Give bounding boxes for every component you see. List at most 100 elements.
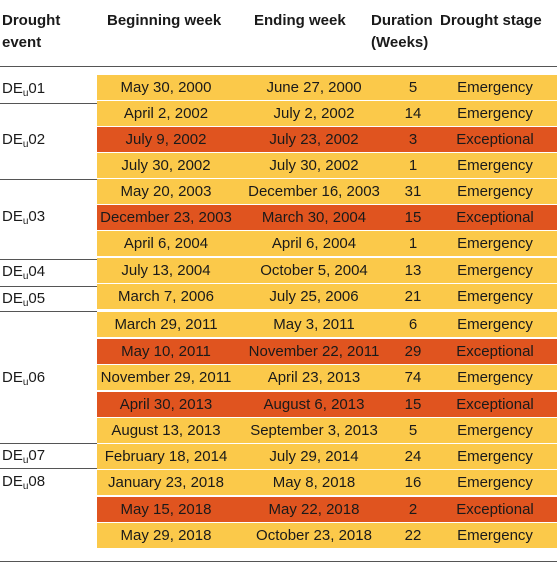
duration-cell: 5 [408, 79, 418, 96]
event-label-de03: DEu03 [2, 208, 46, 227]
beginning-week-cell: May 15, 2018 [120, 501, 212, 518]
beginning-week-cell: November 29, 2011 [100, 369, 232, 386]
beginning-week-cell: February 18, 2014 [104, 448, 228, 465]
table-row: July 13, 2004 October 5, 2004 13 Emergen… [97, 258, 557, 283]
beginning-week-cell: May 29, 2018 [120, 527, 212, 544]
ending-week-cell: November 22, 2011 [248, 343, 380, 360]
drought-stage-cell: Emergency [457, 288, 533, 305]
duration-cell: 3 [408, 131, 418, 148]
beginning-week-cell: December 23, 2003 [100, 209, 232, 226]
ending-week-cell: July 29, 2014 [269, 448, 359, 465]
event-label-de02: DEu02 [2, 131, 46, 150]
ending-week-cell: July 25, 2006 [269, 288, 359, 305]
ending-week-cell: October 23, 2018 [256, 527, 372, 544]
duration-cell: 24 [404, 448, 422, 465]
table-row: March 29, 2011 May 3, 2011 6 Emergency [97, 312, 557, 337]
table-row: July 30, 2002 July 30, 2002 1 Emergency [97, 153, 557, 178]
drought-stage-cell: Exceptional [456, 209, 534, 226]
ending-week-cell: June 27, 2000 [266, 79, 362, 96]
ending-week-cell: October 5, 2004 [260, 262, 368, 279]
event-label-de01: DEu01 [2, 80, 46, 99]
table-row: April 2, 2002 July 2, 2002 14 Emergency [97, 101, 557, 126]
header-event-line2: event [2, 34, 42, 51]
ending-week-cell: December 16, 2003 [248, 183, 380, 200]
ending-week-cell: August 6, 2013 [263, 396, 365, 413]
drought-stage-cell: Emergency [457, 474, 533, 491]
ending-week-cell: May 8, 2018 [272, 474, 356, 491]
ending-week-cell: May 22, 2018 [268, 501, 360, 518]
duration-cell: 16 [404, 474, 422, 491]
duration-cell: 13 [404, 262, 422, 279]
ending-week-cell: July 23, 2002 [269, 131, 359, 148]
drought-stage-cell: Exceptional [456, 343, 534, 360]
duration-cell: 29 [404, 343, 422, 360]
beginning-week-cell: April 30, 2013 [119, 396, 213, 413]
duration-cell: 1 [408, 235, 418, 252]
beginning-week-cell: July 30, 2002 [121, 157, 211, 174]
duration-cell: 6 [408, 316, 418, 333]
drought-stage-cell: Emergency [457, 157, 533, 174]
beginning-week-cell: July 13, 2004 [121, 262, 211, 279]
drought-stage-cell: Exceptional [456, 131, 534, 148]
table-row: May 10, 2011 November 22, 2011 29 Except… [97, 339, 557, 364]
header-drought-stage: Drought stage [440, 12, 542, 29]
table-row: May 15, 2018 May 22, 2018 2 Exceptional [97, 497, 557, 522]
drought-stage-cell: Emergency [457, 448, 533, 465]
beginning-week-cell: January 23, 2018 [108, 474, 224, 491]
drought-stage-cell: Emergency [457, 422, 533, 439]
duration-cell: 22 [404, 527, 422, 544]
event-label-de07: DEu07 [2, 447, 46, 466]
table-row: April 6, 2004 April 6, 2004 1 Emergency [97, 231, 557, 256]
event-label-de04: DEu04 [2, 263, 46, 282]
duration-cell: 31 [404, 183, 422, 200]
drought-stage-cell: Exceptional [456, 396, 534, 413]
beginning-week-cell: July 9, 2002 [125, 131, 207, 148]
event-label-de08: DEu08 [2, 473, 46, 492]
drought-stage-cell: Emergency [457, 527, 533, 544]
event-separator [0, 103, 97, 104]
event-separator [0, 468, 97, 469]
beginning-week-cell: August 13, 2013 [111, 422, 221, 439]
event-separator [0, 259, 97, 260]
drought-stage-cell: Emergency [457, 262, 533, 279]
table-row: January 23, 2018 May 8, 2018 16 Emergenc… [97, 470, 557, 495]
table-row: July 9, 2002 July 23, 2002 3 Exceptional [97, 127, 557, 152]
table-row: May 20, 2003 December 16, 2003 31 Emerge… [97, 179, 557, 204]
header-rule [0, 66, 557, 67]
beginning-week-cell: May 30, 2000 [120, 79, 212, 96]
event-separator [0, 179, 97, 180]
drought-stage-cell: Emergency [457, 369, 533, 386]
header-duration-line2: (Weeks) [371, 34, 429, 51]
table-row: February 18, 2014 July 29, 2014 24 Emerg… [97, 444, 557, 469]
header-beginning-week: Beginning week [107, 12, 222, 29]
event-separator [0, 311, 97, 312]
drought-stage-cell: Emergency [457, 316, 533, 333]
drought-stage-cell: Emergency [457, 79, 533, 96]
header-ending-week: Ending week [254, 12, 346, 29]
table-row: May 29, 2018 October 23, 2018 22 Emergen… [97, 523, 557, 548]
duration-cell: 2 [408, 501, 418, 518]
table-row: March 7, 2006 July 25, 2006 21 Emergency [97, 284, 557, 309]
ending-week-cell: April 23, 2013 [267, 369, 361, 386]
ending-week-cell: July 30, 2002 [269, 157, 359, 174]
event-separator [0, 286, 97, 287]
beginning-week-cell: April 2, 2002 [123, 105, 209, 122]
table-row: December 23, 2003 March 30, 2004 15 Exce… [97, 205, 557, 230]
table-row: November 29, 2011 April 23, 2013 74 Emer… [97, 365, 557, 390]
ending-week-cell: April 6, 2004 [271, 235, 357, 252]
duration-cell: 1 [408, 157, 418, 174]
beginning-week-cell: May 10, 2011 [121, 343, 211, 360]
duration-cell: 21 [404, 288, 422, 305]
event-separator [0, 443, 97, 444]
header-duration-line1: Duration [371, 12, 433, 29]
beginning-week-cell: May 20, 2003 [120, 183, 212, 200]
ending-week-cell: September 3, 2013 [250, 422, 378, 439]
ending-week-cell: March 30, 2004 [261, 209, 367, 226]
table-row: August 13, 2013 September 3, 2013 5 Emer… [97, 418, 557, 443]
ending-week-cell: May 3, 2011 [273, 316, 355, 333]
table-header: Drought event Beginning week Ending week… [0, 0, 557, 64]
event-label-de06: DEu06 [2, 369, 46, 388]
duration-cell: 15 [404, 209, 422, 226]
duration-cell: 74 [404, 369, 422, 386]
duration-cell: 5 [408, 422, 418, 439]
